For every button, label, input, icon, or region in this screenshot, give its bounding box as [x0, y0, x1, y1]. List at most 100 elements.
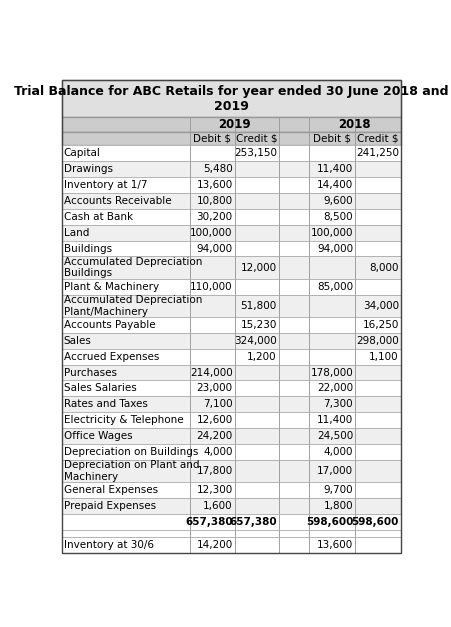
Bar — [309, 333, 355, 349]
Text: Accounts Payable: Accounts Payable — [64, 320, 155, 330]
Bar — [190, 256, 235, 279]
Text: 4,000: 4,000 — [203, 447, 233, 457]
Bar — [62, 428, 190, 444]
Bar — [309, 349, 355, 364]
Bar — [62, 209, 400, 224]
Bar — [309, 317, 355, 333]
Bar — [235, 279, 279, 295]
Text: 5,480: 5,480 — [203, 164, 233, 174]
Bar — [235, 530, 279, 537]
Bar — [355, 381, 400, 396]
Bar — [62, 177, 400, 193]
Text: Debit $: Debit $ — [313, 134, 351, 144]
Bar — [190, 428, 235, 444]
Bar — [190, 413, 235, 428]
Bar — [309, 177, 355, 193]
Bar — [279, 241, 309, 256]
Bar — [62, 161, 190, 177]
Bar — [190, 177, 235, 193]
Bar — [62, 241, 400, 256]
Text: 598,600: 598,600 — [351, 517, 399, 527]
Bar — [190, 498, 235, 514]
Bar — [309, 224, 355, 241]
Text: 17,800: 17,800 — [197, 466, 233, 476]
Bar — [235, 514, 279, 530]
Text: 7,300: 7,300 — [323, 399, 353, 409]
Text: 11,400: 11,400 — [317, 164, 353, 174]
Text: Sales Salaries: Sales Salaries — [64, 384, 137, 393]
Bar — [190, 317, 235, 333]
Text: 324,000: 324,000 — [234, 335, 277, 345]
Bar — [279, 177, 309, 193]
Bar — [279, 132, 309, 145]
Bar — [62, 460, 400, 482]
Bar — [235, 482, 279, 498]
Bar — [235, 241, 279, 256]
Bar — [309, 132, 355, 145]
Text: 23,000: 23,000 — [197, 384, 233, 393]
Bar — [62, 413, 190, 428]
Bar — [62, 349, 400, 364]
Text: 100,000: 100,000 — [190, 228, 233, 238]
Bar — [279, 209, 309, 224]
Bar — [190, 444, 235, 460]
Bar — [355, 132, 400, 145]
Bar — [355, 428, 400, 444]
Text: Trial Balance for ABC Retails for year ended 30 June 2018 and
2019: Trial Balance for ABC Retails for year e… — [14, 85, 448, 113]
Text: General Expenses: General Expenses — [64, 485, 158, 495]
Bar — [309, 364, 355, 381]
Text: 14,200: 14,200 — [197, 540, 233, 551]
Bar — [62, 295, 190, 317]
Bar — [235, 537, 279, 553]
Bar — [190, 117, 235, 132]
Bar — [235, 177, 279, 193]
Text: 11,400: 11,400 — [317, 415, 353, 425]
Bar — [309, 193, 355, 209]
Bar — [62, 193, 400, 209]
Bar — [62, 530, 190, 537]
Text: 22,000: 22,000 — [317, 384, 353, 393]
Bar — [235, 256, 279, 279]
Text: Depreciation on Buildings: Depreciation on Buildings — [64, 447, 198, 457]
Text: 94,000: 94,000 — [317, 243, 353, 253]
Bar — [62, 333, 400, 349]
Bar — [62, 80, 400, 117]
Bar — [190, 161, 235, 177]
Bar — [279, 482, 309, 498]
Text: 8,500: 8,500 — [323, 212, 353, 222]
Bar — [309, 161, 355, 177]
Bar — [62, 514, 190, 530]
Bar — [62, 333, 190, 349]
Bar — [190, 279, 235, 295]
Bar — [235, 145, 279, 161]
Bar — [190, 132, 235, 145]
Text: Buildings: Buildings — [64, 243, 112, 253]
Bar — [62, 413, 400, 428]
Bar — [190, 145, 235, 161]
Bar — [355, 498, 400, 514]
Bar — [355, 209, 400, 224]
Text: Cash at Bank: Cash at Bank — [64, 212, 133, 222]
Text: 9,600: 9,600 — [323, 196, 353, 206]
Bar — [62, 537, 400, 553]
Text: 14,400: 14,400 — [317, 180, 353, 190]
Bar — [309, 381, 355, 396]
Text: Credit $: Credit $ — [236, 134, 277, 144]
Bar — [309, 117, 355, 132]
Text: 15,230: 15,230 — [240, 320, 277, 330]
Text: Accumulated Depreciation
Plant/Machinery: Accumulated Depreciation Plant/Machinery — [64, 295, 202, 317]
Bar — [235, 460, 279, 482]
Bar — [279, 349, 309, 364]
Text: 2018: 2018 — [339, 118, 371, 131]
Bar — [235, 317, 279, 333]
Bar — [279, 530, 309, 537]
Bar — [309, 241, 355, 256]
Bar — [309, 279, 355, 295]
Bar — [62, 396, 190, 413]
Bar — [279, 295, 309, 317]
Bar — [62, 224, 190, 241]
Bar — [279, 428, 309, 444]
Bar — [62, 317, 190, 333]
Bar — [279, 317, 309, 333]
Bar — [235, 117, 279, 132]
